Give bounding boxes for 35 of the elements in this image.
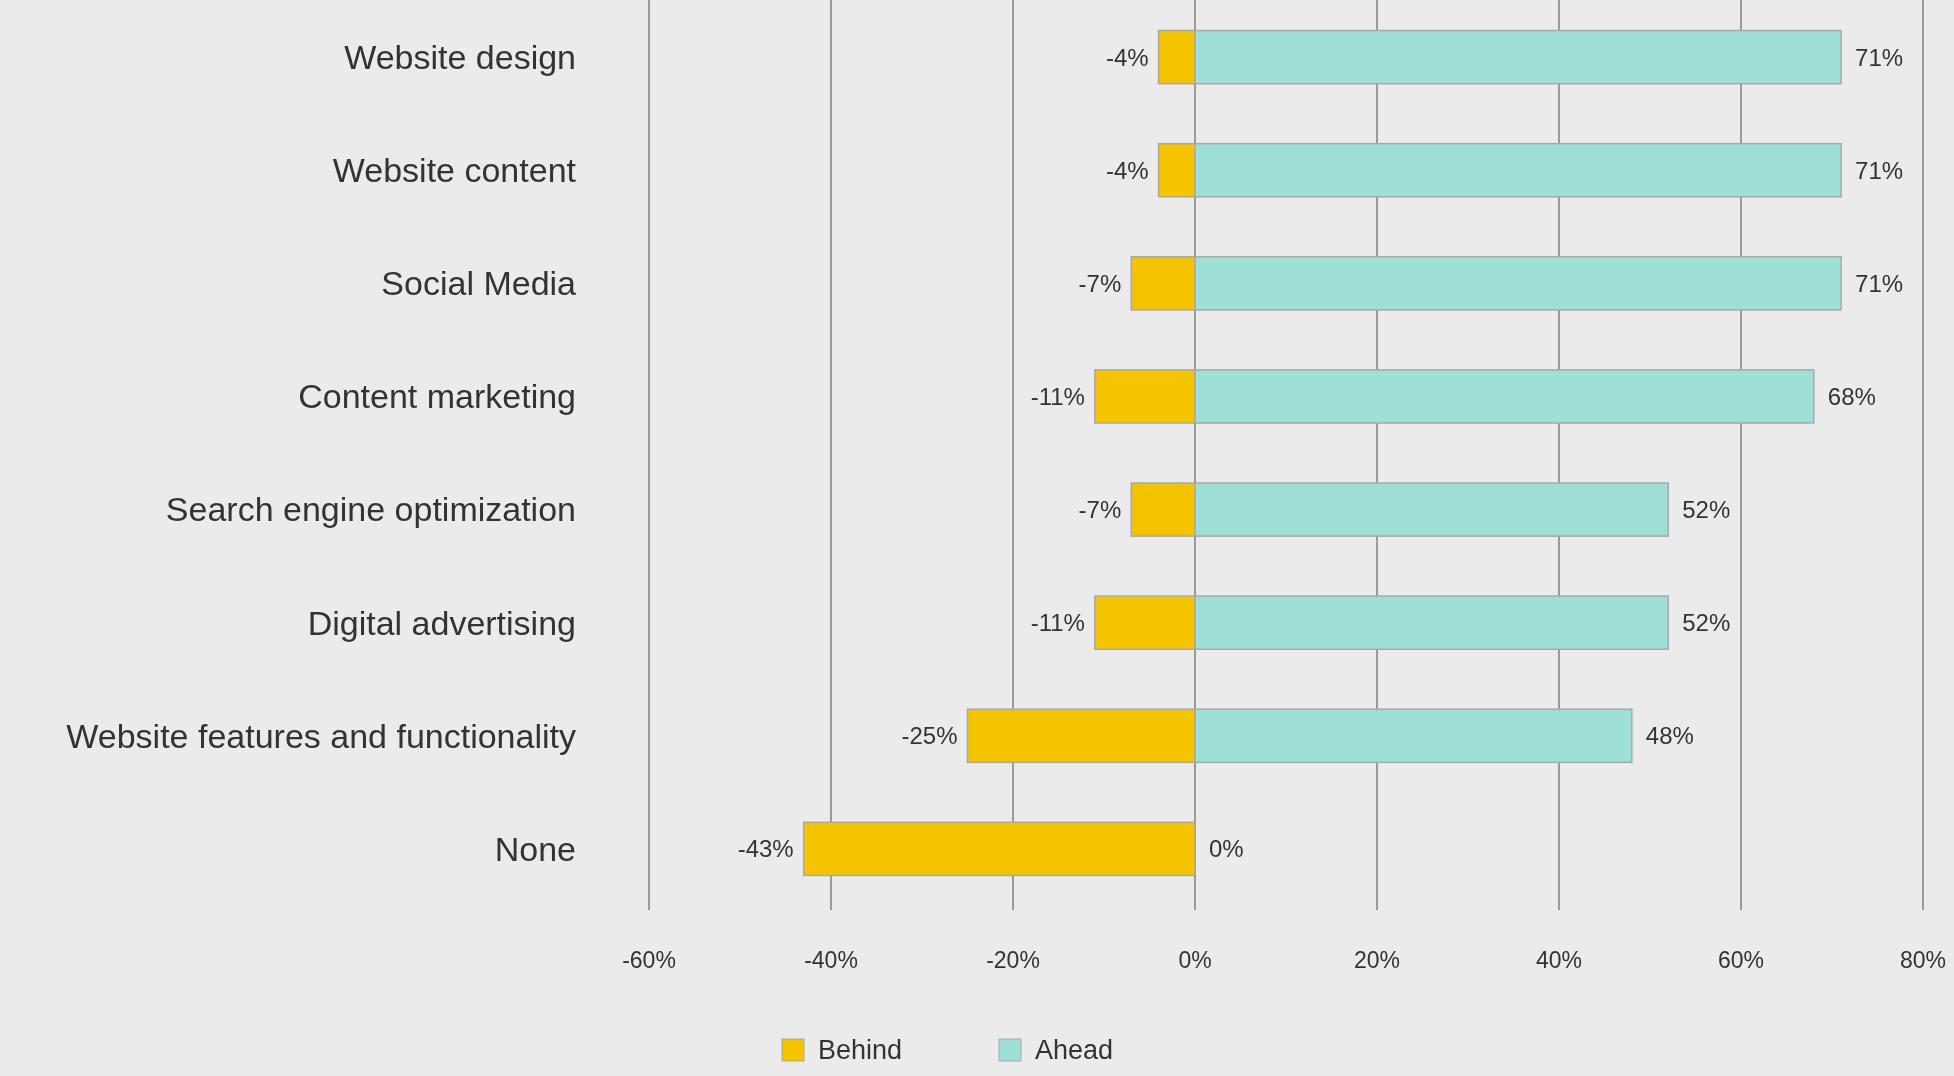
data-label: 52% bbox=[1682, 609, 1731, 637]
y-tick-label: Content marketing bbox=[298, 377, 576, 416]
data-label: -7% bbox=[1078, 495, 1122, 523]
y-tick-label: Digital advertising bbox=[307, 603, 576, 642]
x-tick-label: -40% bbox=[804, 947, 858, 974]
bar bbox=[802, 821, 1196, 877]
data-label: -4% bbox=[1105, 156, 1149, 184]
data-label: 48% bbox=[1645, 722, 1694, 750]
data-label: 71% bbox=[1855, 156, 1904, 184]
y-tick-label: Website design bbox=[344, 38, 576, 77]
data-label: -11% bbox=[1030, 609, 1085, 637]
data-label: 71% bbox=[1855, 43, 1904, 71]
y-tick-label: Website features and functionality bbox=[66, 716, 576, 755]
data-label: -25% bbox=[901, 722, 958, 750]
x-tick-label: 80% bbox=[1899, 947, 1947, 974]
data-label: 52% bbox=[1682, 495, 1731, 523]
x-tick-label: 40% bbox=[1535, 947, 1583, 974]
data-label: -7% bbox=[1078, 269, 1122, 297]
legend-label: Ahead bbox=[1035, 1035, 1114, 1066]
x-tick-label: 60% bbox=[1717, 947, 1765, 974]
x-tick-label: 0% bbox=[1178, 947, 1212, 974]
data-label: -11% bbox=[1030, 382, 1085, 410]
y-tick-label: Social Media bbox=[381, 264, 577, 303]
x-tick-label: -60% bbox=[622, 947, 676, 974]
x-tick-label: -20% bbox=[986, 947, 1040, 974]
data-label: -43% bbox=[737, 835, 794, 863]
legend-label: Behind bbox=[818, 1035, 903, 1066]
x-tick-label: 20% bbox=[1353, 947, 1401, 974]
y-tick-label: None bbox=[494, 829, 576, 868]
y-tick-label: Website content bbox=[332, 151, 577, 190]
data-label: -4% bbox=[1105, 43, 1149, 71]
y-tick-label: Search engine optimization bbox=[165, 490, 576, 529]
data-label: 68% bbox=[1827, 382, 1876, 410]
data-label: 0% bbox=[1209, 835, 1244, 863]
data-label: 71% bbox=[1855, 269, 1904, 297]
